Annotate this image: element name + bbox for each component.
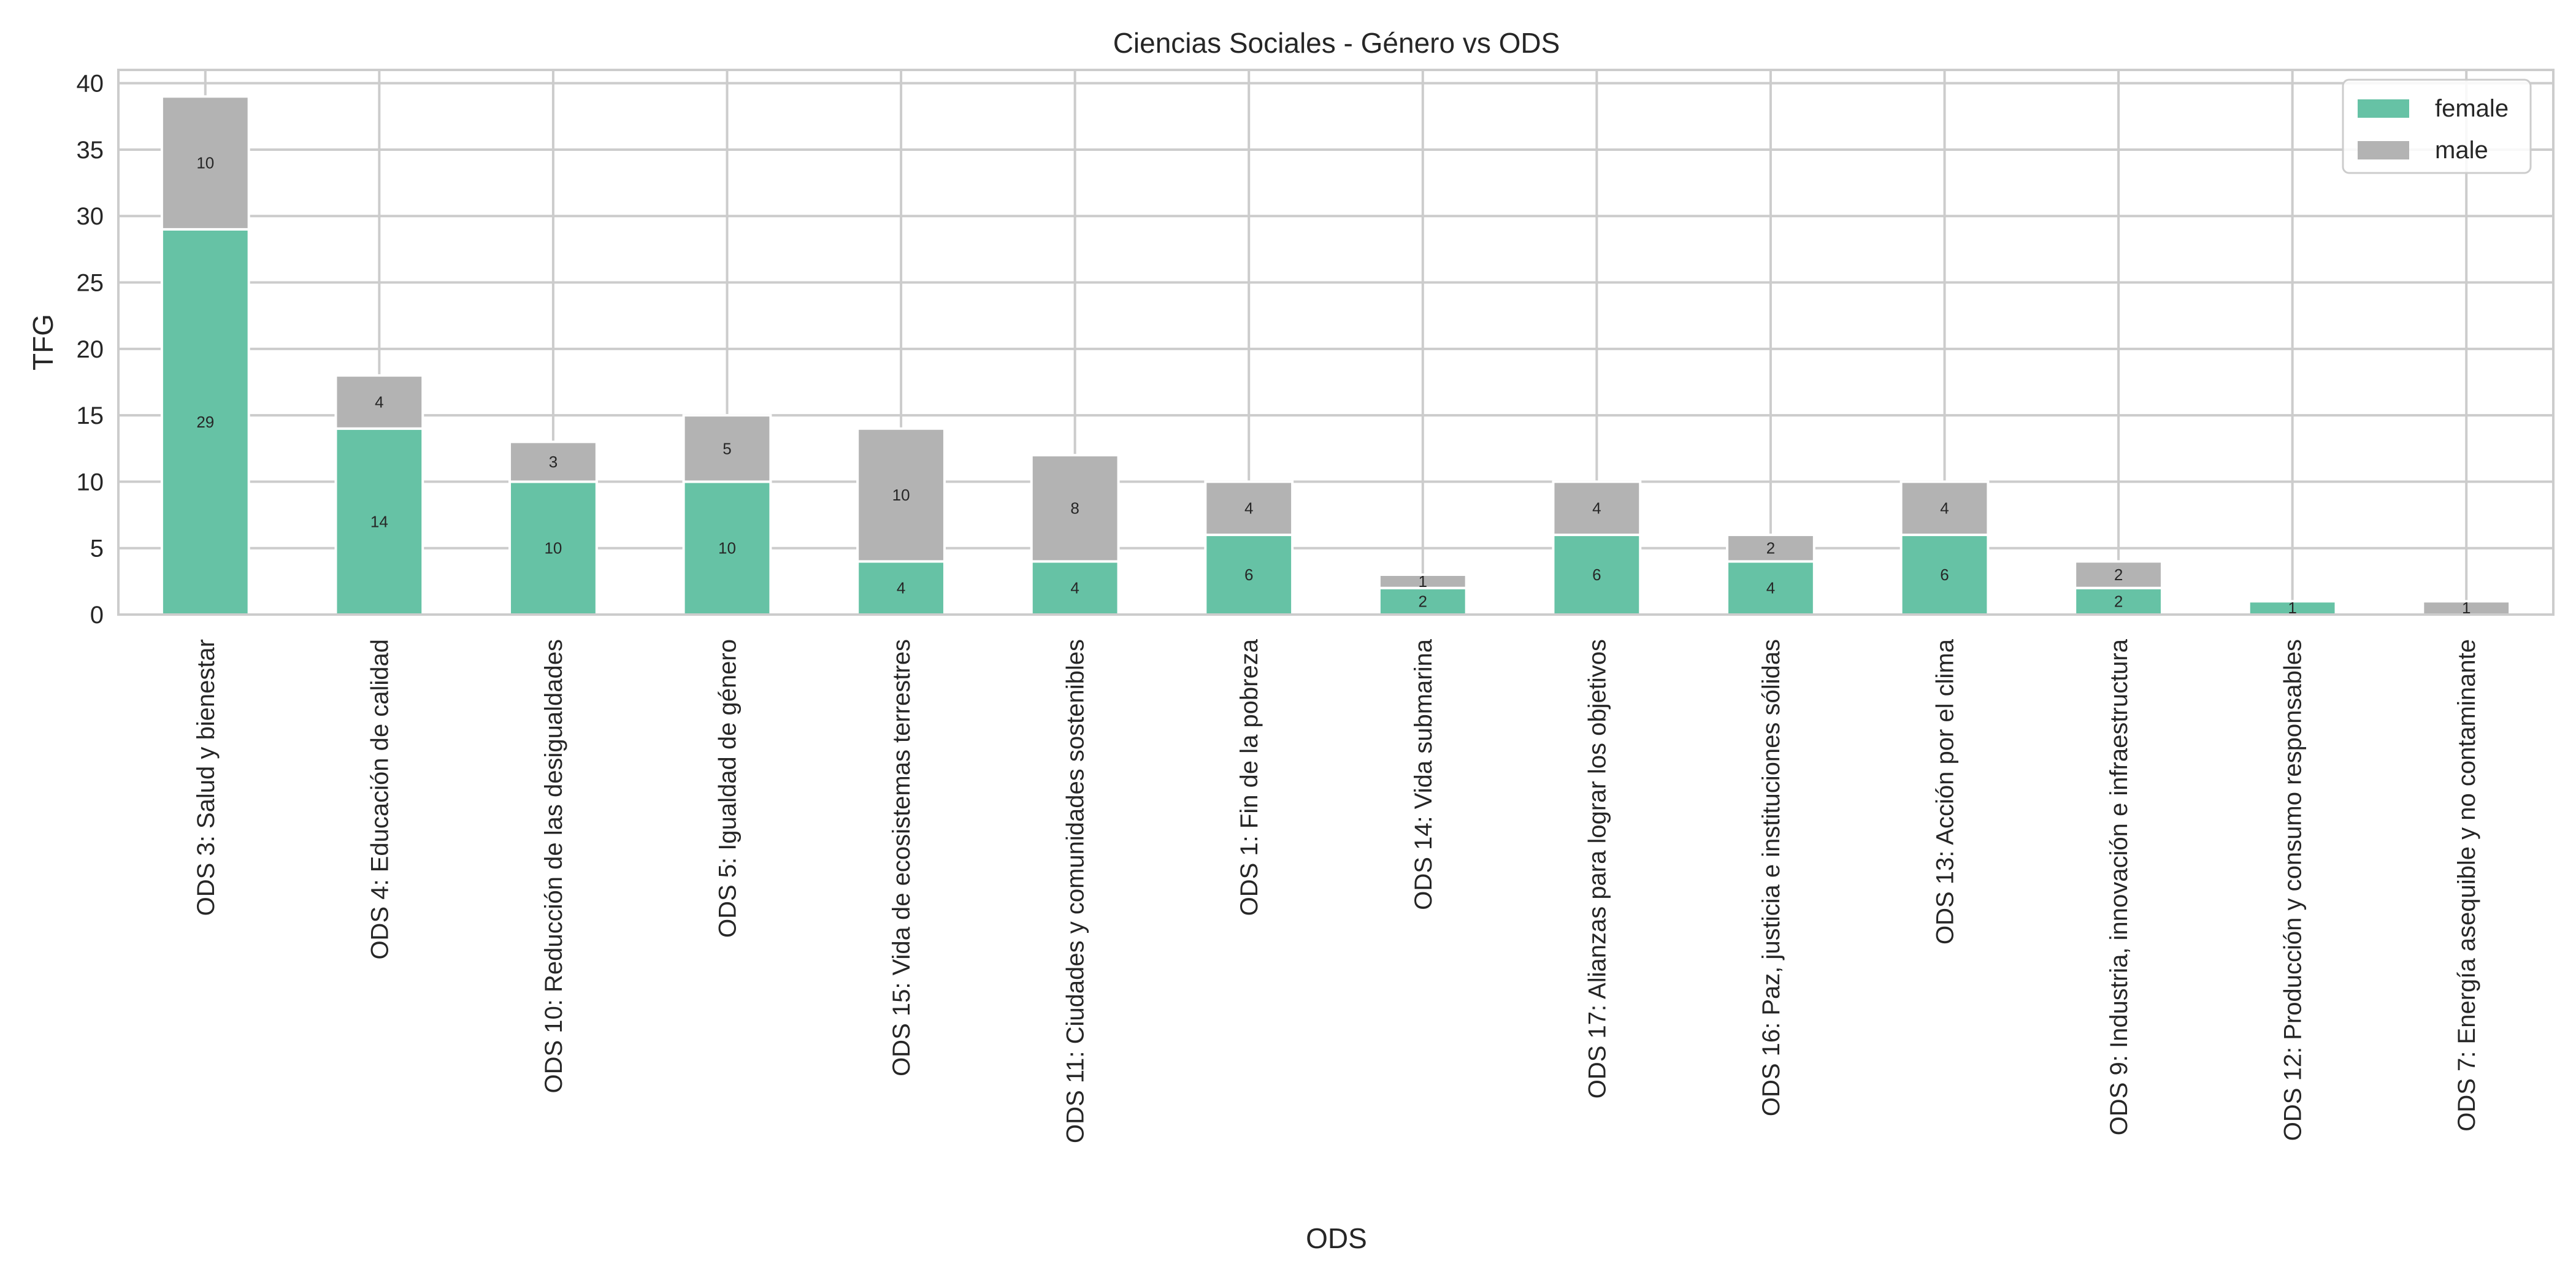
x-tick-label: ODS 10: Reducción de las desigualdades xyxy=(540,639,567,1093)
bar-female xyxy=(160,228,250,616)
grid-layer xyxy=(118,70,2553,616)
x-tick-label: ODS 4: Educación de calidad xyxy=(366,639,393,960)
data-label-female: 1 xyxy=(2288,599,2296,617)
bar-male xyxy=(1204,480,1294,537)
bar-female xyxy=(1899,534,1990,616)
y-tick-label: 0 xyxy=(90,602,104,629)
legend-label-male: male xyxy=(2435,137,2488,164)
bar-male xyxy=(1899,480,1990,537)
x-tick-label: ODS 5: Igualdad de género xyxy=(715,639,742,938)
bar-male xyxy=(160,95,250,231)
data-label-female: 14 xyxy=(370,512,388,531)
bar-male xyxy=(1552,480,1642,537)
data-label-male: 4 xyxy=(1244,499,1253,518)
x-tick-labels: ODS 3: Salud y bienestar ODS 4: Educación… xyxy=(193,638,2480,1143)
y-tick-label: 10 xyxy=(77,469,104,496)
data-label-male: 4 xyxy=(1592,499,1601,518)
data-label-male: 1 xyxy=(1419,572,1427,591)
data-label-female: 4 xyxy=(897,579,905,597)
x-axis-label: ODS xyxy=(1306,1222,1367,1254)
data-label-male: 8 xyxy=(1070,499,1079,518)
chart-title: Ciencias Sociales - Género vs ODS xyxy=(1113,27,1560,59)
bar-female xyxy=(334,427,424,616)
data-label-female: 6 xyxy=(1244,565,1253,584)
y-tick-label: 15 xyxy=(77,402,104,429)
y-tick-label: 20 xyxy=(77,336,104,363)
plot-frame xyxy=(117,69,2555,616)
x-tick-label: ODS 14: Vida submarina xyxy=(1410,638,1437,910)
y-tick-label: 35 xyxy=(77,137,104,164)
legend-swatch-male xyxy=(2358,141,2409,159)
y-axis-label: TFG xyxy=(27,314,59,370)
bar-female xyxy=(682,480,772,616)
bar-male xyxy=(2074,560,2163,589)
bar-male xyxy=(334,374,424,430)
bar-male xyxy=(1030,454,1120,563)
data-label-female: 4 xyxy=(1766,579,1775,597)
x-tick-label: ODS 13: Acción por el clima xyxy=(1932,638,1959,945)
x-tick-label: ODS 7: Energía asequible y no contaminan… xyxy=(2453,639,2480,1132)
data-label-female: 2 xyxy=(1419,592,1427,610)
data-label-male: 2 xyxy=(1766,539,1775,558)
data-label-male: 3 xyxy=(549,453,558,471)
legend-swatch-female xyxy=(2358,99,2409,118)
data-label-female: 6 xyxy=(1940,565,1949,584)
bar-male xyxy=(1378,573,1468,589)
bar-male xyxy=(508,440,598,483)
x-tick-label: ODS 16: Paz, justicia e instituciones só… xyxy=(1758,639,1785,1116)
data-label-male: 10 xyxy=(892,486,910,504)
x-tick-label: ODS 3: Salud y bienestar xyxy=(193,639,220,916)
y-tick-label: 5 xyxy=(90,535,104,562)
data-label-female: 6 xyxy=(1592,565,1601,584)
x-tick-label: ODS 11: Ciudades y comunidades sostenibl… xyxy=(1062,639,1089,1143)
legend-label-female: female xyxy=(2435,95,2509,122)
legend: female male xyxy=(2342,79,2532,174)
bar-male xyxy=(1726,534,1815,563)
data-label-male: 4 xyxy=(1940,499,1949,518)
y-tick-label: 40 xyxy=(77,71,104,98)
y-tick-label: 30 xyxy=(77,203,104,230)
x-tick-label: ODS 15: Vida de ecosistemas terrestres xyxy=(888,639,915,1076)
bar-female xyxy=(1726,560,1815,616)
bar-male xyxy=(682,414,772,483)
data-label-male: 10 xyxy=(196,154,214,172)
data-label-male: 4 xyxy=(375,393,383,411)
data-label-female: 10 xyxy=(718,539,736,558)
bar-female xyxy=(856,560,946,616)
x-tick-label: ODS 12: Producción y consumo responsable… xyxy=(2280,639,2307,1141)
data-label-female: 29 xyxy=(196,413,214,431)
data-label-female: 4 xyxy=(1070,579,1079,597)
y-tick-label: 25 xyxy=(77,270,104,297)
data-label-female: 10 xyxy=(544,539,562,558)
x-tick-label: ODS 9: Industria, innovación e infraestr… xyxy=(2106,638,2133,1135)
bar-male xyxy=(856,427,946,563)
x-tick-label: ODS 17: Alianzas para lograr los objetiv… xyxy=(1584,639,1611,1098)
x-tick-label: ODS 1: Fin de la pobreza xyxy=(1236,638,1263,916)
data-label-male: 2 xyxy=(2114,565,2123,584)
data-label-male: 1 xyxy=(2462,599,2471,617)
data-label-male: 5 xyxy=(723,439,731,458)
y-tick-labels: 0 5 10 15 20 25 30 35 40 xyxy=(77,71,104,629)
data-label-female: 2 xyxy=(2114,592,2123,610)
